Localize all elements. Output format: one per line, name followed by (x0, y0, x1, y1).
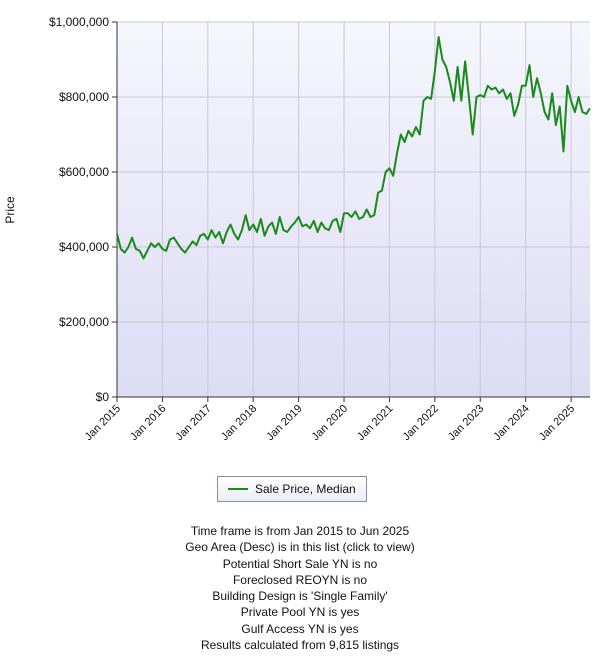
line-chart: $0 $200,000 $400,000 $600,000 $800,000 $1,000… (3, 15, 591, 443)
legend-swatch-sale-price (228, 488, 248, 490)
criteria-line-geo-area[interactable]: Geo Area (Desc) is in this list (click t… (185, 540, 415, 555)
x-tick-label: Jan 2023 (446, 403, 486, 443)
criteria-line-short-sale: Potential Short Sale YN is no (222, 556, 378, 571)
y-axis-label: Price (3, 196, 17, 224)
criteria-line-building-design: Building Design is 'Single Family' (212, 589, 388, 604)
x-tick-label: Jan 2018 (219, 403, 259, 443)
series-layer (116, 36, 591, 260)
axes (116, 22, 590, 398)
x-tick-label: Jan 2019 (264, 403, 304, 443)
x-tick-label: Jan 2017 (173, 403, 213, 443)
y-axis-ticks: $0 $200,000 $400,000 $600,000 $800,000 $1,000… (49, 15, 117, 404)
results-count: Results calculated from 9,815 listings (200, 638, 400, 653)
x-tick-label: Jan 2020 (310, 403, 350, 443)
x-tick-label: Jan 2022 (400, 403, 440, 443)
chart-legend: Sale Price, Median (217, 476, 367, 502)
x-axis-ticks: Jan 2015 Jan 2016 Jan 2017 Jan 2018 Jan 2019… (83, 397, 577, 443)
criteria-line-private-pool: Private Pool YN is yes (240, 605, 360, 620)
x-tick-label: Jan 2021 (355, 403, 395, 443)
series-line-sale-price-median (116, 36, 591, 260)
criteria-line-foreclosed: Foreclosed REOYN is no (232, 572, 368, 587)
search-criteria: Time frame is from Jan 2015 to Jun 2025 … (0, 523, 600, 653)
plot-area (117, 22, 590, 397)
y-tick-label: $1,000,000 (49, 15, 109, 29)
criteria-line-timeframe: Time frame is from Jan 2015 to Jun 2025 (190, 524, 410, 538)
y-tick-label: $800,000 (59, 90, 109, 104)
x-tick-label: Jan 2025 (537, 403, 577, 443)
y-tick-label: $400,000 (59, 240, 109, 254)
x-tick-label: Jan 2015 (83, 403, 123, 443)
y-tick-label: $200,000 (59, 315, 109, 329)
legend-label-sale-price: Sale Price, Median (255, 482, 356, 496)
criteria-line-gulf-access: Gulf Access YN is yes (241, 621, 359, 636)
y-tick-label: $600,000 (59, 165, 109, 179)
x-tick-label: Jan 2016 (128, 403, 168, 443)
x-tick-label: Jan 2024 (491, 403, 531, 443)
y-tick-label: $0 (96, 390, 110, 404)
